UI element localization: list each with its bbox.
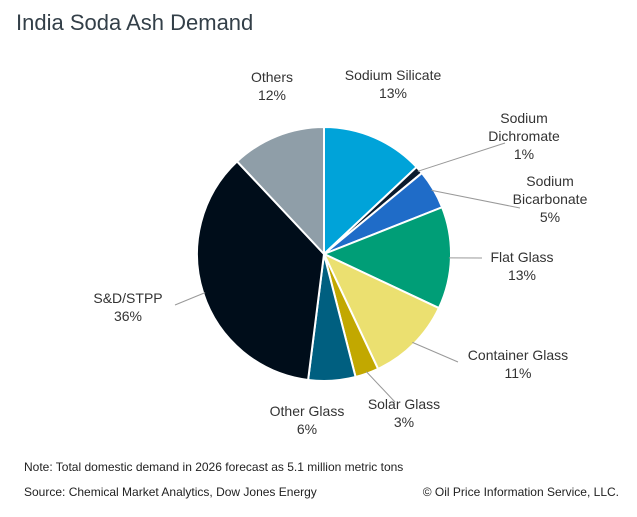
pie-slices xyxy=(196,125,452,382)
pie-chart: Sodium Silicate 13% Sodium Dichromate 1% Sodi… xyxy=(93,67,587,437)
leader-line xyxy=(174,292,206,306)
leader-lines xyxy=(174,142,521,403)
pie-slice-sodium-silicate xyxy=(323,125,418,257)
pie-slice-container-glass xyxy=(321,251,441,371)
slice-label: S&D/STPP 36% xyxy=(93,290,162,324)
source-text: Source: Chemical Market Analytics, Dow J… xyxy=(24,485,317,499)
slice-labels: Sodium Silicate 13% Sodium Dichromate 1% Sodi… xyxy=(93,67,587,437)
slice-label: Solar Glass 3% xyxy=(368,396,440,430)
leader-line xyxy=(431,189,521,209)
chart-title: India Soda Ash Demand xyxy=(16,10,254,35)
slice-label: Sodium Bicarbonate 5% xyxy=(513,173,588,225)
slice-label: Sodium Dichromate 1% xyxy=(488,110,560,162)
copyright-text: © Oil Price Information Service, LLC. xyxy=(422,485,619,499)
footnote: Note: Total domestic demand in 2026 fore… xyxy=(24,460,404,474)
leader-line xyxy=(412,341,459,363)
leader-line xyxy=(417,142,506,172)
slice-label: Container Glass 11% xyxy=(468,347,568,381)
leader-line xyxy=(365,371,396,403)
slice-label: Sodium Silicate 13% xyxy=(345,67,442,101)
pie-slice-others xyxy=(235,125,325,257)
slice-label: Others 12% xyxy=(251,69,293,103)
slice-label: Flat Glass 13% xyxy=(490,249,553,283)
slice-label: Other Glass 6% xyxy=(270,403,345,437)
